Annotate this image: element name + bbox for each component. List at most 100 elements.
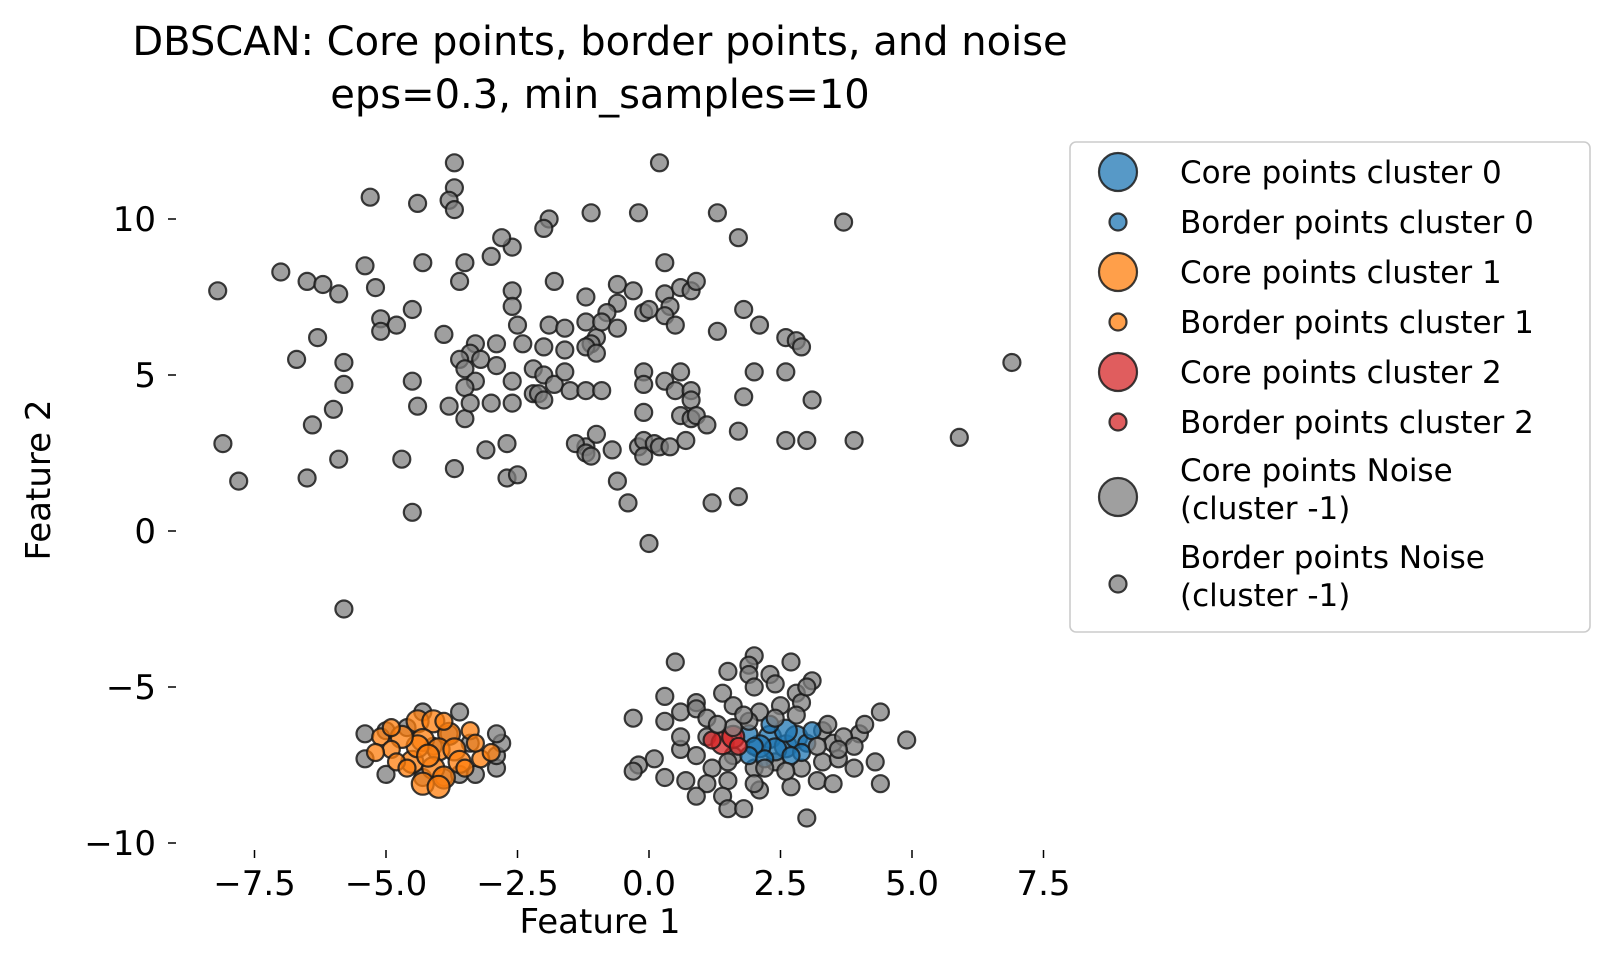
chart-subtitle: eps=0.3, min_samples=10 — [330, 72, 870, 118]
data-point — [707, 203, 728, 223]
data-point — [555, 362, 575, 382]
data-point — [507, 315, 528, 335]
data-point — [544, 271, 564, 291]
data-point — [408, 193, 428, 213]
data-point — [444, 200, 464, 220]
legend-marker — [1108, 412, 1128, 432]
data-point — [481, 246, 501, 266]
data-point — [507, 465, 528, 485]
data-point — [776, 362, 796, 382]
data-point — [450, 702, 470, 722]
data-point — [502, 281, 522, 301]
data-point — [555, 340, 575, 360]
legend: Core points cluster 0 Border points clust… — [1069, 141, 1591, 633]
legend-box — [1069, 141, 1591, 633]
data-point — [476, 440, 496, 460]
data-point — [833, 212, 854, 232]
data-point — [702, 730, 722, 750]
legend-label: Border points cluster 0 — [1180, 205, 1534, 241]
data-point — [776, 430, 796, 451]
data-point — [334, 599, 354, 619]
data-point — [397, 758, 417, 778]
data-point — [734, 299, 754, 320]
data-point — [455, 253, 475, 273]
data-point — [791, 337, 812, 357]
data-point — [870, 774, 891, 794]
data-point — [607, 471, 628, 491]
data-point — [365, 278, 386, 298]
x-tick-label: 5.0 — [885, 864, 939, 904]
data-point — [781, 745, 801, 766]
data-point — [734, 705, 754, 725]
data-point — [628, 203, 649, 223]
data-point — [776, 761, 796, 781]
data-point — [744, 362, 764, 382]
data-point — [718, 661, 738, 682]
data-point — [371, 321, 391, 341]
data-point — [802, 390, 822, 410]
data-point — [786, 705, 806, 725]
data-point — [844, 736, 864, 756]
x-tick-label: 7.5 — [1016, 864, 1070, 904]
data-point — [728, 228, 749, 248]
data-point — [949, 427, 969, 447]
data-point — [381, 717, 401, 738]
data-point — [402, 371, 422, 391]
legend-label: Border points cluster 1 — [1180, 305, 1534, 341]
data-point — [655, 711, 675, 731]
data-point — [823, 774, 843, 794]
data-point — [607, 274, 628, 295]
data-point — [460, 393, 480, 413]
data-point — [797, 430, 817, 451]
legend-label: Core points cluster 0 — [1180, 155, 1502, 191]
data-point — [865, 752, 885, 772]
data-point — [707, 714, 728, 735]
data-point — [655, 686, 675, 707]
x-tick-label: −5.0 — [345, 864, 428, 904]
data-point — [434, 711, 454, 731]
data-point — [534, 337, 554, 357]
legend-label: Core points cluster 2 — [1180, 355, 1502, 391]
y-tick-label: −5 — [106, 668, 156, 708]
data-point — [634, 446, 654, 466]
data-point — [576, 381, 596, 401]
data-point — [618, 493, 638, 513]
data-point — [313, 274, 333, 295]
data-point — [870, 702, 891, 722]
legend-label-line2: (cluster -1) — [1180, 491, 1350, 527]
data-point — [439, 396, 459, 416]
legend-label: Border points Noise — [1180, 540, 1485, 576]
data-point — [465, 733, 485, 753]
data-point — [1002, 352, 1022, 373]
x-tick-label: 2.5 — [753, 864, 807, 904]
legend-label-line2: (cluster -1) — [1180, 578, 1350, 614]
data-point — [623, 761, 643, 781]
data-point — [592, 312, 612, 332]
data-point — [581, 446, 601, 466]
data-point — [455, 359, 475, 379]
data-point — [555, 318, 575, 338]
data-point — [486, 724, 507, 744]
data-point — [728, 487, 749, 507]
y-tick-label: −10 — [84, 824, 156, 864]
data-point — [807, 736, 827, 756]
data-point — [329, 284, 349, 304]
data-point — [513, 334, 533, 354]
series-0 — [208, 153, 1022, 828]
data-point — [812, 752, 833, 772]
y-tick-label: 5 — [134, 356, 156, 396]
series-7 — [707, 705, 849, 781]
data-point — [660, 437, 680, 457]
data-point — [676, 770, 696, 791]
data-point — [702, 758, 722, 778]
data-point — [434, 324, 454, 344]
data-point — [781, 777, 801, 797]
data-point — [644, 749, 664, 769]
data-point — [665, 652, 685, 672]
data-point — [416, 743, 441, 768]
data-point — [670, 727, 691, 747]
data-point — [308, 328, 328, 348]
legend-marker — [1108, 212, 1128, 232]
data-point — [818, 714, 838, 735]
